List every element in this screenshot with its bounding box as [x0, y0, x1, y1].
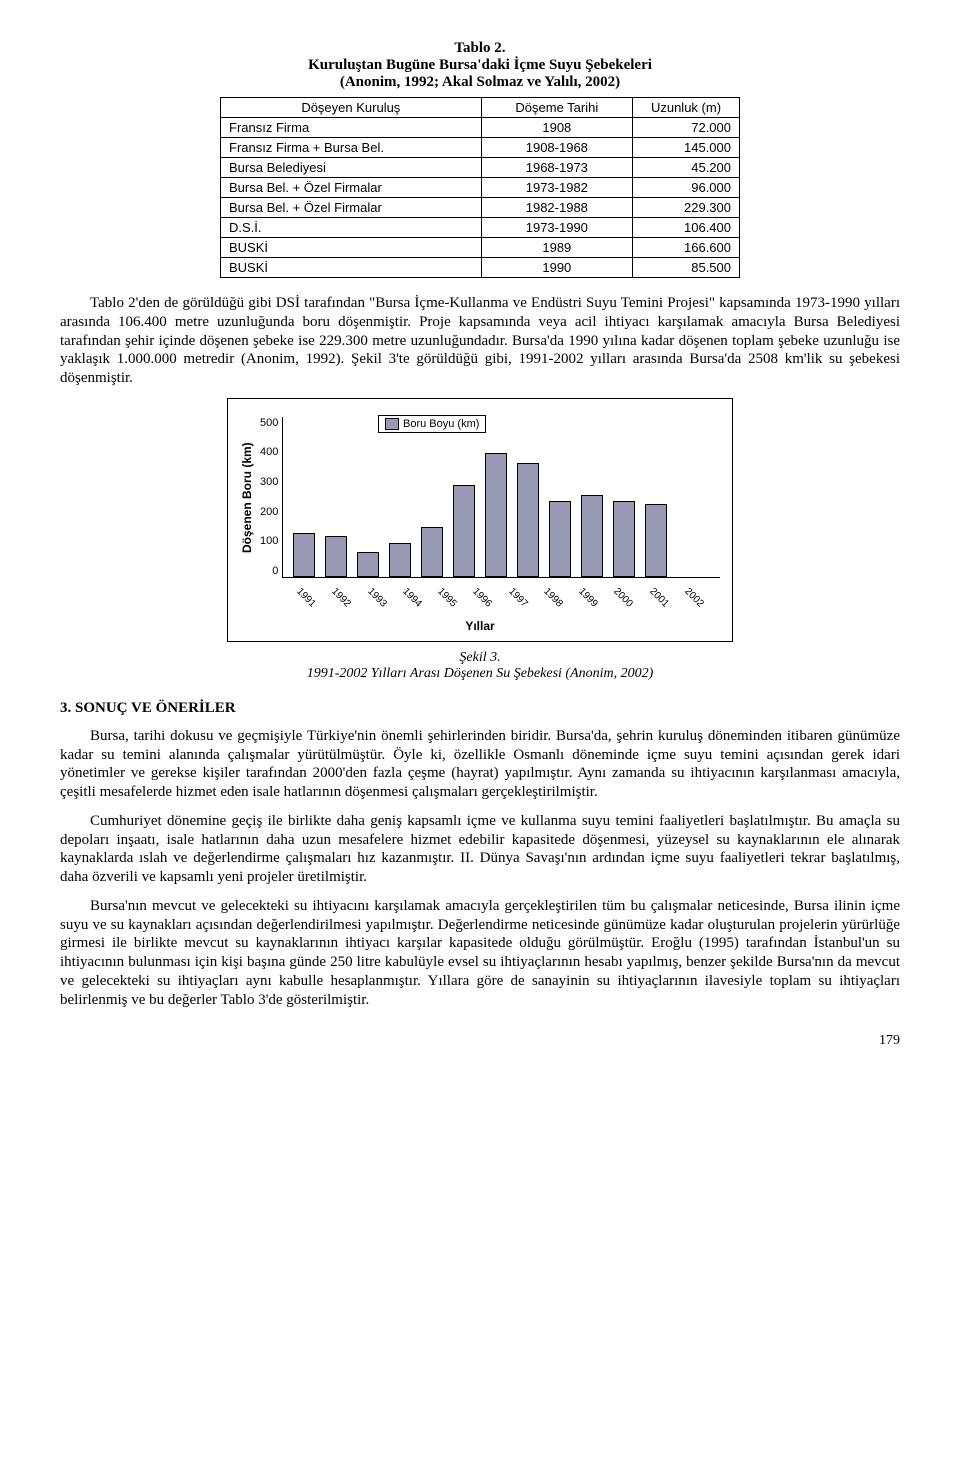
bar: [357, 552, 379, 576]
table-cell: 85.500: [633, 258, 740, 278]
table-row: Bursa Bel. + Özel Firmalar1982-1988229.3…: [221, 198, 740, 218]
bar: [389, 543, 411, 577]
bar: [517, 463, 539, 577]
x-tick: 2001: [647, 586, 669, 608]
page-number: 179: [60, 1033, 900, 1049]
y-tick: 0: [272, 565, 278, 577]
table-row: Bursa Bel. + Özel Firmalar1973-198296.00…: [221, 178, 740, 198]
paragraph-3: Cumhuriyet dönemine geçiş ile birlikte d…: [60, 812, 900, 887]
bar: [645, 504, 667, 576]
x-tick: 1996: [471, 586, 493, 608]
table-cell: Bursa Belediyesi: [221, 158, 482, 178]
table-row: BUSKİ199085.500: [221, 258, 740, 278]
bar: [293, 533, 315, 577]
y-tick: 300: [260, 476, 278, 488]
table-cell: Fransız Firma: [221, 118, 482, 138]
x-tick: 1995: [435, 586, 457, 608]
y-tick: 500: [260, 417, 278, 429]
section-heading: 3. SONUÇ VE ÖNERİLER: [60, 700, 900, 717]
bar: [613, 501, 635, 577]
table-cell: 45.200: [633, 158, 740, 178]
table2-subtitle: Kuruluştan Bugüne Bursa'daki İçme Suyu Ş…: [60, 57, 900, 74]
table-cell: BUSKİ: [221, 258, 482, 278]
table-cell: 166.600: [633, 238, 740, 258]
table-cell: Bursa Bel. + Özel Firmalar: [221, 178, 482, 198]
x-axis-label: Yıllar: [240, 619, 720, 633]
y-tick: 400: [260, 446, 278, 458]
table-cell: D.S.İ.: [221, 218, 482, 238]
table-cell: 229.300: [633, 198, 740, 218]
x-tick: 1999: [576, 586, 598, 608]
x-tick: 1992: [329, 586, 351, 608]
table-cell: BUSKİ: [221, 238, 482, 258]
table-cell: 145.000: [633, 138, 740, 158]
table-cell: Bursa Bel. + Özel Firmalar: [221, 198, 482, 218]
th-1: Döşeme Tarihi: [481, 98, 632, 118]
plot-area: [282, 417, 720, 578]
paragraph-2: Bursa, tarihi dokusu ve geçmişiyle Türki…: [60, 727, 900, 802]
bar-chart: Boru Boyu (km) Döşenen Boru (km) 5004003…: [227, 398, 733, 642]
table-row: BUSKİ1989166.600: [221, 238, 740, 258]
table-cell: 72.000: [633, 118, 740, 138]
table2-source: (Anonim, 1992; Akal Solmaz ve Yalılı, 20…: [60, 74, 900, 91]
x-tick: 1993: [365, 586, 387, 608]
table-cell: 1982-1988: [481, 198, 632, 218]
caption-line2: 1991-2002 Yılları Arası Döşenen Su Şebek…: [307, 666, 654, 681]
x-tick: 1994: [400, 586, 422, 608]
bar: [325, 536, 347, 576]
x-tick: 2000: [612, 586, 634, 608]
x-tick: 1997: [506, 586, 528, 608]
caption-line1: Şekil 3.: [459, 650, 500, 665]
y-tick: 100: [260, 535, 278, 547]
y-axis-label: Döşenen Boru (km): [240, 417, 254, 578]
bar: [453, 485, 475, 577]
bar: [581, 495, 603, 577]
table-row: D.S.İ.1973-1990106.400: [221, 218, 740, 238]
bar: [485, 453, 507, 577]
table-cell: Fransız Firma + Bursa Bel.: [221, 138, 482, 158]
paragraph-1: Tablo 2'den de görüldüğü gibi DSİ tarafı…: [60, 294, 900, 388]
table-cell: 1989: [481, 238, 632, 258]
table-cell: 1908: [481, 118, 632, 138]
figure-caption: Şekil 3. 1991-2002 Yılları Arası Döşenen…: [60, 650, 900, 682]
th-0: Döşeyen Kuruluş: [221, 98, 482, 118]
table-cell: 1990: [481, 258, 632, 278]
table-row: Bursa Belediyesi1968-197345.200: [221, 158, 740, 178]
table2-title-block: Tablo 2. Kuruluştan Bugüne Bursa'daki İç…: [60, 40, 900, 91]
table-cell: 1973-1982: [481, 178, 632, 198]
table-cell: 96.000: [633, 178, 740, 198]
paragraph-4: Bursa'nın mevcut ve gelecekteki su ihtiy…: [60, 897, 900, 1010]
x-tick: 1991: [294, 586, 316, 608]
th-2: Uzunluk (m): [633, 98, 740, 118]
table-cell: 1908-1968: [481, 138, 632, 158]
table-row: Fransız Firma + Bursa Bel.1908-1968145.0…: [221, 138, 740, 158]
table-cell: 1968-1973: [481, 158, 632, 178]
x-tick: 1998: [541, 586, 563, 608]
table-cell: 1973-1990: [481, 218, 632, 238]
table2-title: Tablo 2.: [60, 40, 900, 57]
bar: [549, 501, 571, 577]
x-tick: 2002: [682, 586, 704, 608]
y-tick: 200: [260, 506, 278, 518]
x-ticks: 1991199219931994199519961997199819992000…: [292, 578, 720, 597]
y-ticks: 500 400 300 200 100 0: [260, 417, 282, 577]
table2: Döşeyen Kuruluş Döşeme Tarihi Uzunluk (m…: [220, 97, 740, 278]
table-header-row: Döşeyen Kuruluş Döşeme Tarihi Uzunluk (m…: [221, 98, 740, 118]
bar: [421, 527, 443, 577]
table-row: Fransız Firma190872.000: [221, 118, 740, 138]
table-cell: 106.400: [633, 218, 740, 238]
